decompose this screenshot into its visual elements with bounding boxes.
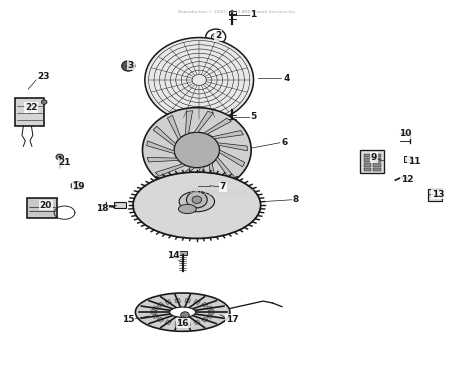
Bar xyxy=(207,306,213,310)
Text: 19: 19 xyxy=(73,182,85,191)
Text: ARI PartStream™: ARI PartStream™ xyxy=(190,188,256,197)
Polygon shape xyxy=(146,141,174,154)
Polygon shape xyxy=(171,167,194,186)
Polygon shape xyxy=(218,143,247,151)
Bar xyxy=(178,251,187,255)
Bar xyxy=(360,150,384,173)
Bar xyxy=(201,317,208,322)
Bar xyxy=(153,314,159,319)
Circle shape xyxy=(56,154,64,160)
Bar xyxy=(157,302,164,307)
Bar xyxy=(364,158,371,162)
Circle shape xyxy=(143,108,251,192)
Circle shape xyxy=(41,100,47,104)
Circle shape xyxy=(192,196,201,204)
Text: 17: 17 xyxy=(226,315,238,324)
Circle shape xyxy=(145,38,254,122)
Bar xyxy=(201,302,208,307)
Bar xyxy=(175,299,181,303)
Text: 13: 13 xyxy=(432,190,444,199)
Bar xyxy=(364,163,371,166)
Ellipse shape xyxy=(133,172,261,238)
Bar xyxy=(165,300,172,305)
Circle shape xyxy=(186,192,207,208)
Bar xyxy=(428,189,442,201)
Text: 21: 21 xyxy=(58,158,71,167)
Polygon shape xyxy=(191,167,204,189)
Text: 9: 9 xyxy=(371,153,377,162)
Ellipse shape xyxy=(179,191,215,212)
Bar xyxy=(373,154,381,157)
Text: 18: 18 xyxy=(96,205,109,213)
Text: 20: 20 xyxy=(39,201,52,210)
Bar xyxy=(194,320,201,325)
Text: 11: 11 xyxy=(408,157,420,165)
Polygon shape xyxy=(194,111,213,132)
Polygon shape xyxy=(219,150,245,167)
Text: 14: 14 xyxy=(167,250,180,259)
Ellipse shape xyxy=(136,293,230,332)
Bar xyxy=(364,168,371,171)
Bar xyxy=(153,306,159,310)
Text: 1: 1 xyxy=(250,10,256,19)
Bar xyxy=(185,322,191,326)
Text: 6: 6 xyxy=(281,138,287,147)
Bar xyxy=(165,320,172,325)
Polygon shape xyxy=(167,115,181,139)
Bar xyxy=(364,154,371,157)
Bar xyxy=(185,299,191,303)
Polygon shape xyxy=(216,157,234,180)
Text: 16: 16 xyxy=(176,319,189,328)
Text: 12: 12 xyxy=(401,175,413,184)
Text: 7: 7 xyxy=(219,182,226,191)
Text: 2: 2 xyxy=(215,31,221,40)
Text: 15: 15 xyxy=(122,315,135,324)
Ellipse shape xyxy=(178,204,196,213)
Text: 8: 8 xyxy=(293,195,299,204)
Text: 4: 4 xyxy=(283,74,290,83)
Bar xyxy=(373,158,381,162)
Text: 5: 5 xyxy=(250,112,256,121)
Text: 22: 22 xyxy=(25,103,37,112)
Bar xyxy=(209,310,214,314)
Bar xyxy=(207,314,213,319)
Circle shape xyxy=(122,61,135,71)
Text: 23: 23 xyxy=(37,72,49,81)
Bar xyxy=(15,98,44,126)
Text: Reproduction © 2000 - 2013 ARINetwork Services Inc.: Reproduction © 2000 - 2013 ARINetwork Se… xyxy=(178,10,296,14)
Bar xyxy=(373,168,381,171)
Bar xyxy=(157,317,164,322)
Text: 3: 3 xyxy=(128,61,134,70)
Bar xyxy=(194,300,201,305)
Polygon shape xyxy=(204,118,231,134)
Polygon shape xyxy=(210,163,217,188)
Bar xyxy=(27,198,57,218)
Polygon shape xyxy=(147,157,179,162)
Text: 10: 10 xyxy=(399,129,411,138)
Polygon shape xyxy=(212,131,244,139)
Bar xyxy=(114,202,126,208)
Polygon shape xyxy=(185,111,192,135)
Bar xyxy=(373,163,381,166)
Bar xyxy=(152,310,156,314)
Polygon shape xyxy=(155,164,185,176)
Circle shape xyxy=(174,132,219,168)
Bar xyxy=(175,322,181,326)
Ellipse shape xyxy=(170,307,196,317)
Polygon shape xyxy=(153,126,175,146)
Circle shape xyxy=(181,312,189,319)
Bar xyxy=(404,155,412,162)
